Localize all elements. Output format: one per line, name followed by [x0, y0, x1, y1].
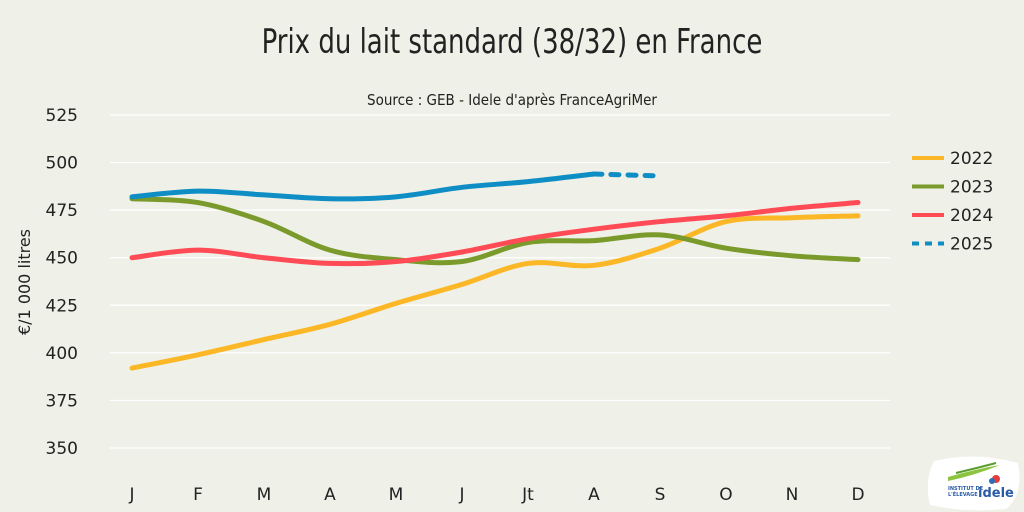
- x-tick-label: A: [588, 485, 600, 505]
- y-tick-label: 375: [46, 391, 78, 411]
- x-tick-label: F: [193, 485, 203, 505]
- legend-label-2023: 2023: [950, 178, 993, 198]
- y-tick-label: 525: [46, 106, 78, 126]
- y-tick-label: 450: [46, 249, 78, 269]
- series-line-2023: [129, 196, 861, 266]
- svg-text:L'ÉLEVAGE: L'ÉLEVAGE: [948, 490, 978, 498]
- legend-label-2025: 2025: [950, 235, 993, 255]
- x-tick-label: S: [655, 485, 666, 505]
- series-projection-2025: [591, 171, 663, 179]
- series-line-2025: [129, 171, 597, 202]
- x-tick-label: J: [458, 485, 464, 505]
- x-tick-label: M: [257, 485, 272, 505]
- legend-label-2024: 2024: [950, 206, 993, 226]
- svg-text:idele: idele: [978, 486, 1014, 501]
- chart-title: Prix du lait standard (38/32) en France: [261, 22, 763, 62]
- y-tick-label: 475: [46, 201, 78, 221]
- y-tick-label: 425: [46, 296, 78, 316]
- y-tick-label: 500: [46, 154, 78, 174]
- series-line-2022: [129, 213, 861, 371]
- x-tick-label: D: [851, 485, 864, 505]
- y-axis-label: €/1 000 litres: [15, 229, 34, 335]
- svg-text:INSTITUT DE: INSTITUT DE: [948, 486, 984, 492]
- legend-label-2022: 2022: [950, 149, 993, 169]
- series-line-2024: [129, 200, 861, 267]
- chart-subtitle: Source : GEB - Idele d'après FranceAgriM…: [367, 91, 657, 109]
- x-tick-label: N: [786, 485, 799, 505]
- idele-logo: INSTITUT DE L'ÉLEVAGE idele: [926, 455, 1022, 511]
- x-tick-label: M: [389, 485, 404, 505]
- y-tick-label: 400: [46, 344, 78, 364]
- x-tick-label: Jt: [521, 485, 534, 505]
- x-tick-label: J: [128, 485, 134, 505]
- y-tick-label: 350: [46, 439, 78, 459]
- x-tick-label: O: [719, 485, 732, 505]
- x-tick-label: A: [324, 485, 336, 505]
